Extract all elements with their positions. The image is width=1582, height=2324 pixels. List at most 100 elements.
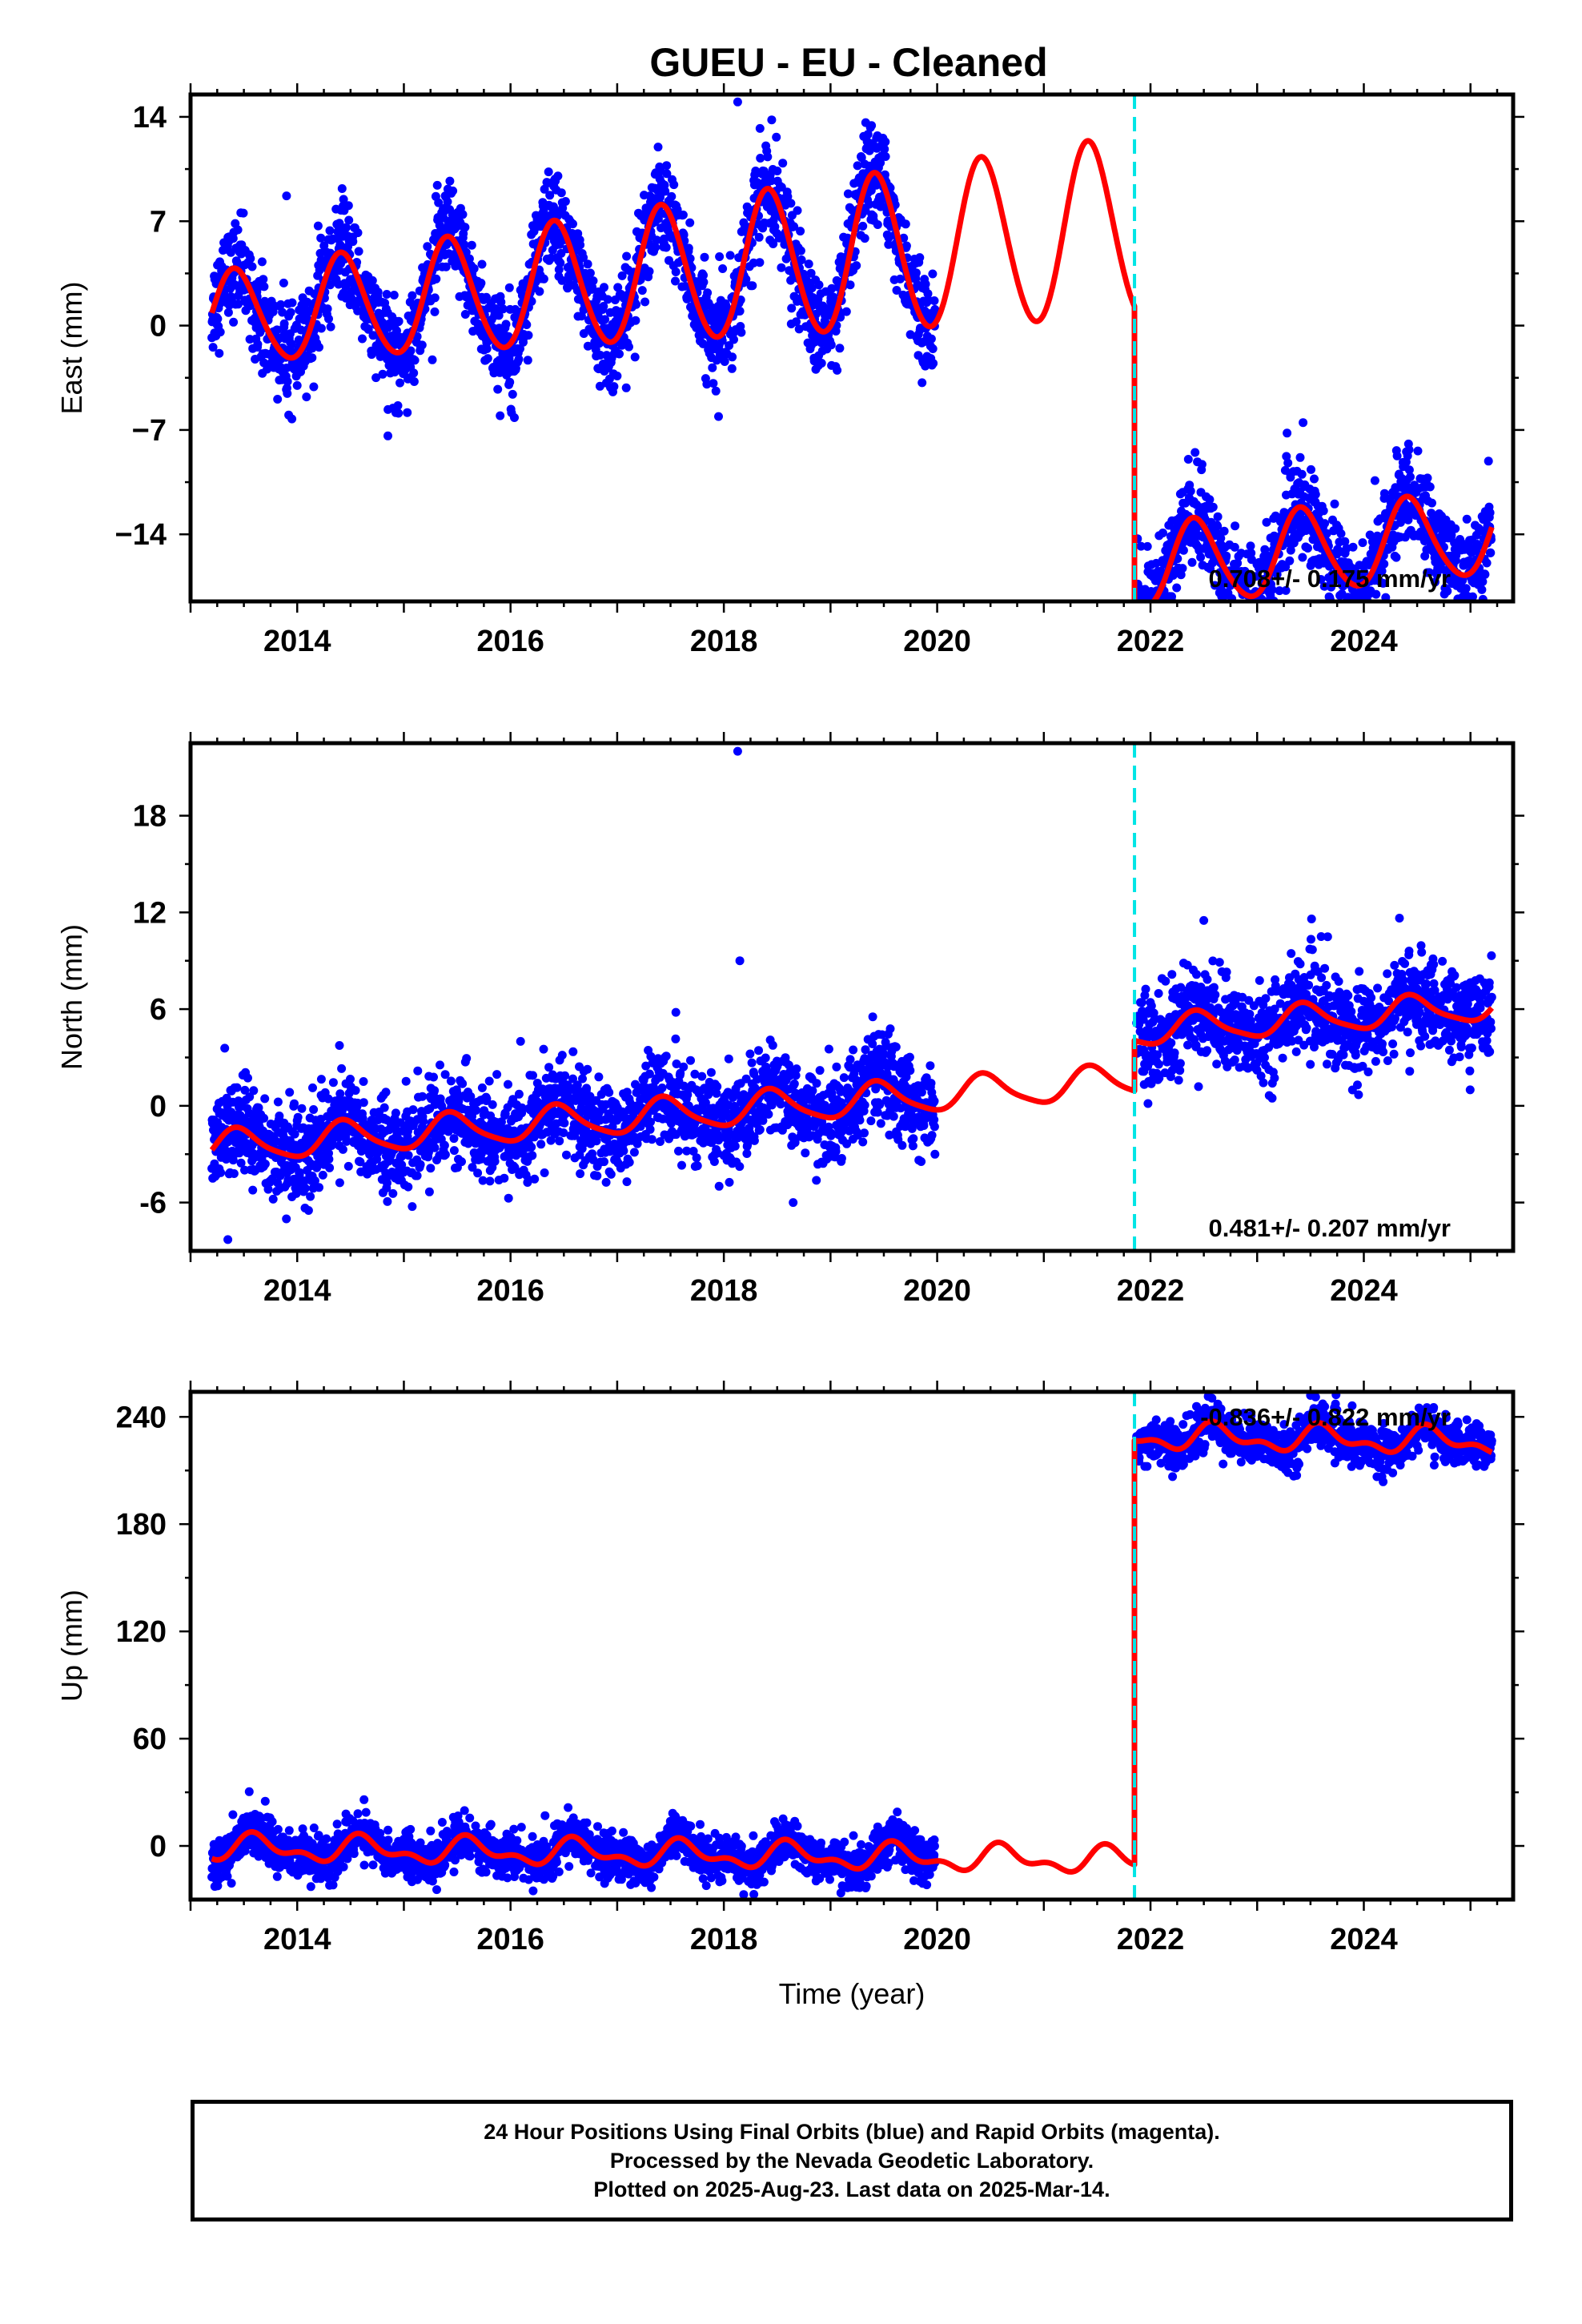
data-point xyxy=(1245,605,1254,613)
y-tick-label: 14 xyxy=(133,101,167,135)
data-point xyxy=(1297,469,1307,479)
outlier-point xyxy=(733,97,742,107)
data-point xyxy=(615,349,624,359)
data-point xyxy=(669,180,679,190)
data-point xyxy=(603,295,612,304)
data-point xyxy=(510,413,519,422)
data-point xyxy=(500,1173,509,1183)
data-point xyxy=(697,1072,707,1081)
data-point xyxy=(253,340,263,349)
data-point xyxy=(778,159,788,168)
data-point xyxy=(911,268,921,278)
data-point xyxy=(363,324,373,334)
data-point xyxy=(556,188,566,198)
data-point xyxy=(1140,615,1149,624)
data-point xyxy=(576,1169,585,1179)
data-points-north xyxy=(207,746,1496,1244)
data-point xyxy=(215,348,224,358)
data-point xyxy=(713,1082,722,1092)
data-point xyxy=(1307,464,1315,474)
data-point xyxy=(671,267,681,276)
data-point xyxy=(1464,611,1472,620)
data-point xyxy=(1137,606,1146,615)
data-point xyxy=(477,259,487,269)
data-point xyxy=(259,282,269,292)
data-point xyxy=(446,1076,456,1086)
data-point xyxy=(693,1161,702,1171)
data-point xyxy=(440,1070,450,1080)
data-point xyxy=(441,262,451,271)
outlier-point xyxy=(282,191,291,201)
data-point xyxy=(1240,629,1249,637)
data-point xyxy=(1254,631,1263,640)
data-point xyxy=(1248,609,1257,618)
data-point xyxy=(1370,476,1379,485)
data-point xyxy=(1364,614,1373,623)
data-point xyxy=(213,314,223,324)
data-point xyxy=(223,308,233,317)
data-point xyxy=(440,1150,450,1160)
data-point xyxy=(1283,458,1293,468)
data-point xyxy=(472,1106,481,1115)
data-point xyxy=(309,1105,319,1114)
data-point xyxy=(373,287,383,297)
data-point xyxy=(473,319,483,328)
data-point xyxy=(692,1153,701,1163)
data-point xyxy=(232,1083,242,1092)
data-point xyxy=(381,1088,391,1097)
data-point xyxy=(622,251,632,261)
data-point xyxy=(482,292,491,302)
data-point xyxy=(1480,569,1490,579)
data-point xyxy=(881,152,890,161)
data-point xyxy=(773,167,782,175)
data-point xyxy=(1178,564,1187,573)
data-point xyxy=(401,1076,411,1086)
data-point xyxy=(617,271,627,280)
data-point xyxy=(1267,613,1276,622)
data-point xyxy=(418,1092,428,1101)
data-point xyxy=(293,1112,303,1122)
data-point xyxy=(514,355,524,364)
data-point xyxy=(445,176,455,186)
data-point xyxy=(1142,613,1151,622)
data-point xyxy=(1205,495,1215,505)
data-point xyxy=(613,283,623,292)
data-point xyxy=(767,115,777,125)
data-point xyxy=(436,1094,445,1104)
data-point xyxy=(657,1084,667,1092)
data-point xyxy=(523,356,532,365)
data-point xyxy=(282,1214,291,1224)
data-point xyxy=(755,258,765,267)
data-point xyxy=(554,265,564,275)
data-point xyxy=(1441,608,1450,617)
data-point xyxy=(482,344,492,353)
data-point xyxy=(667,191,677,201)
data-point xyxy=(404,1151,413,1160)
data-point xyxy=(248,1185,258,1195)
data-point xyxy=(787,304,797,313)
data-point xyxy=(1461,614,1470,623)
data-point xyxy=(841,307,851,316)
data-point xyxy=(308,1083,317,1092)
data-point xyxy=(462,1054,472,1063)
data-point xyxy=(678,210,688,219)
data-point xyxy=(599,302,608,311)
data-point xyxy=(1427,498,1436,508)
data-point xyxy=(1243,663,1252,672)
data-point xyxy=(1298,553,1307,562)
figure-title: GUEU - EU - Cleaned xyxy=(649,40,1047,85)
data-point xyxy=(796,246,805,255)
data-point xyxy=(346,1075,355,1084)
data-point xyxy=(292,380,302,390)
data-point xyxy=(246,254,255,263)
data-point xyxy=(568,219,577,229)
data-point xyxy=(324,1155,334,1164)
data-point xyxy=(1232,625,1241,633)
data-point xyxy=(1259,614,1267,623)
data-point xyxy=(583,341,592,351)
data-point xyxy=(1243,648,1252,657)
data-point xyxy=(337,184,347,193)
data-point xyxy=(273,1097,283,1107)
data-point xyxy=(685,218,695,227)
